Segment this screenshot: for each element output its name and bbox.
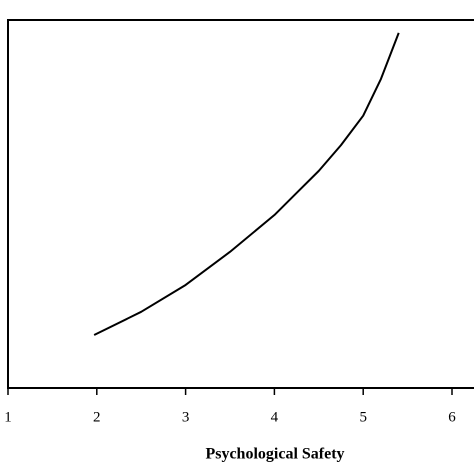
x-tick-label: 3 xyxy=(182,409,190,425)
plot-frame xyxy=(7,19,474,389)
x-tick-label: 5 xyxy=(359,409,367,425)
line-series xyxy=(93,32,400,336)
x-tick-label: 2 xyxy=(93,409,101,425)
x-tick-label: 6 xyxy=(448,409,456,425)
x-tick-label: 1 xyxy=(4,409,12,425)
x-tick-label: 4 xyxy=(271,409,279,425)
x-axis-title: Psychological Safety xyxy=(205,446,344,463)
